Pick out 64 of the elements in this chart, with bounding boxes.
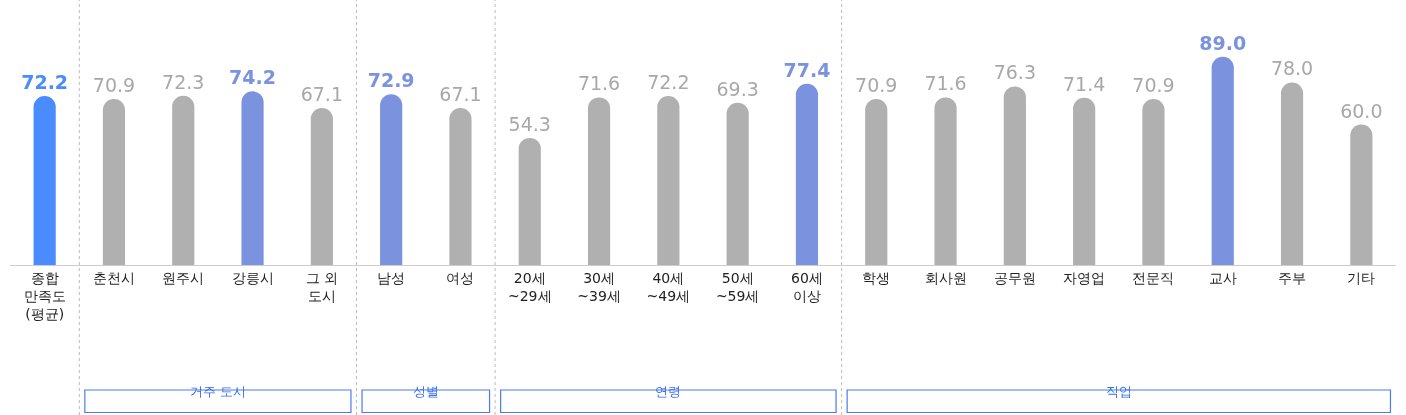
data-label: 60.0 xyxy=(1340,99,1383,122)
x-tick-label: 기타 xyxy=(1347,269,1376,286)
x-tick-label: 40세 ~49세 xyxy=(646,269,691,304)
bar xyxy=(102,99,126,265)
x-tick-label: 춘천시 xyxy=(92,269,135,286)
data-label: 72.2 xyxy=(21,70,69,93)
data-label: 72.2 xyxy=(647,70,690,93)
x-tick-label: 종합 만족도 (평균) xyxy=(23,269,66,323)
bar xyxy=(1280,82,1304,265)
bar xyxy=(934,97,957,265)
text: 직업 xyxy=(1106,384,1132,399)
bar xyxy=(310,107,333,265)
text: 성별 xyxy=(413,384,439,399)
data-label: 78.0 xyxy=(1270,57,1314,80)
x-tick-label: 원주시 xyxy=(162,269,205,286)
data-label: 76.3 xyxy=(993,61,1037,84)
bar xyxy=(172,95,195,265)
bar xyxy=(241,91,264,265)
x-tick-label: 20세 ~29세 xyxy=(507,269,552,304)
bar xyxy=(865,99,888,265)
x-tick-label: 회사원 xyxy=(924,269,967,286)
data-label: 69.3 xyxy=(716,77,759,100)
data-label: 71.6 xyxy=(924,72,967,95)
data-label: 89.0 xyxy=(1199,31,1247,54)
data-label: 77.4 xyxy=(783,58,831,81)
bar xyxy=(795,83,819,265)
data-label: 70.9 xyxy=(92,74,136,97)
x-tick-label: 강릉시 xyxy=(231,269,274,286)
data-label: 72.9 xyxy=(367,69,415,92)
bar xyxy=(518,137,541,265)
bar xyxy=(726,102,749,265)
text: 거주 도시 xyxy=(190,384,247,399)
x-tick-label: 여성 xyxy=(446,269,475,286)
bar xyxy=(1073,97,1096,265)
data-label: 72.3 xyxy=(162,70,205,93)
bar xyxy=(33,95,56,265)
bar xyxy=(1350,124,1373,265)
x-tick-label: 남성 xyxy=(377,269,406,286)
data-label: 67.1 xyxy=(439,82,482,105)
x-tick-label: 50세 ~59세 xyxy=(715,269,760,304)
data-label: 70.9 xyxy=(1132,74,1175,97)
data-label: 74.2 xyxy=(229,66,276,89)
bar xyxy=(380,94,403,265)
data-label: 71.6 xyxy=(577,72,621,95)
text: 연령 xyxy=(655,384,681,399)
x-tick-label: 자영업 xyxy=(1063,269,1106,286)
data-label: 54.3 xyxy=(508,112,551,135)
data-label: 71.4 xyxy=(1062,72,1106,95)
bar xyxy=(1211,56,1234,265)
x-tick-label: 전문직 xyxy=(1132,269,1175,286)
x-tick-label: 60세 이상 xyxy=(791,269,823,304)
bar xyxy=(657,95,680,265)
x-tick-label: 그 외 도시 xyxy=(305,269,339,304)
x-tick-label: 학생 xyxy=(862,269,891,286)
data-label: 67.1 xyxy=(300,82,344,105)
x-tick-label: 30세 ~39세 xyxy=(577,269,621,304)
data-label: 70.9 xyxy=(855,74,898,97)
bar xyxy=(587,97,611,265)
x-tick-label: 주부 xyxy=(1278,269,1307,286)
bar xyxy=(449,107,472,265)
bar xyxy=(1142,99,1165,265)
x-tick-label: 교사 xyxy=(1208,269,1237,286)
bar xyxy=(1003,86,1026,265)
x-tick-label: 공무원 xyxy=(993,269,1036,286)
